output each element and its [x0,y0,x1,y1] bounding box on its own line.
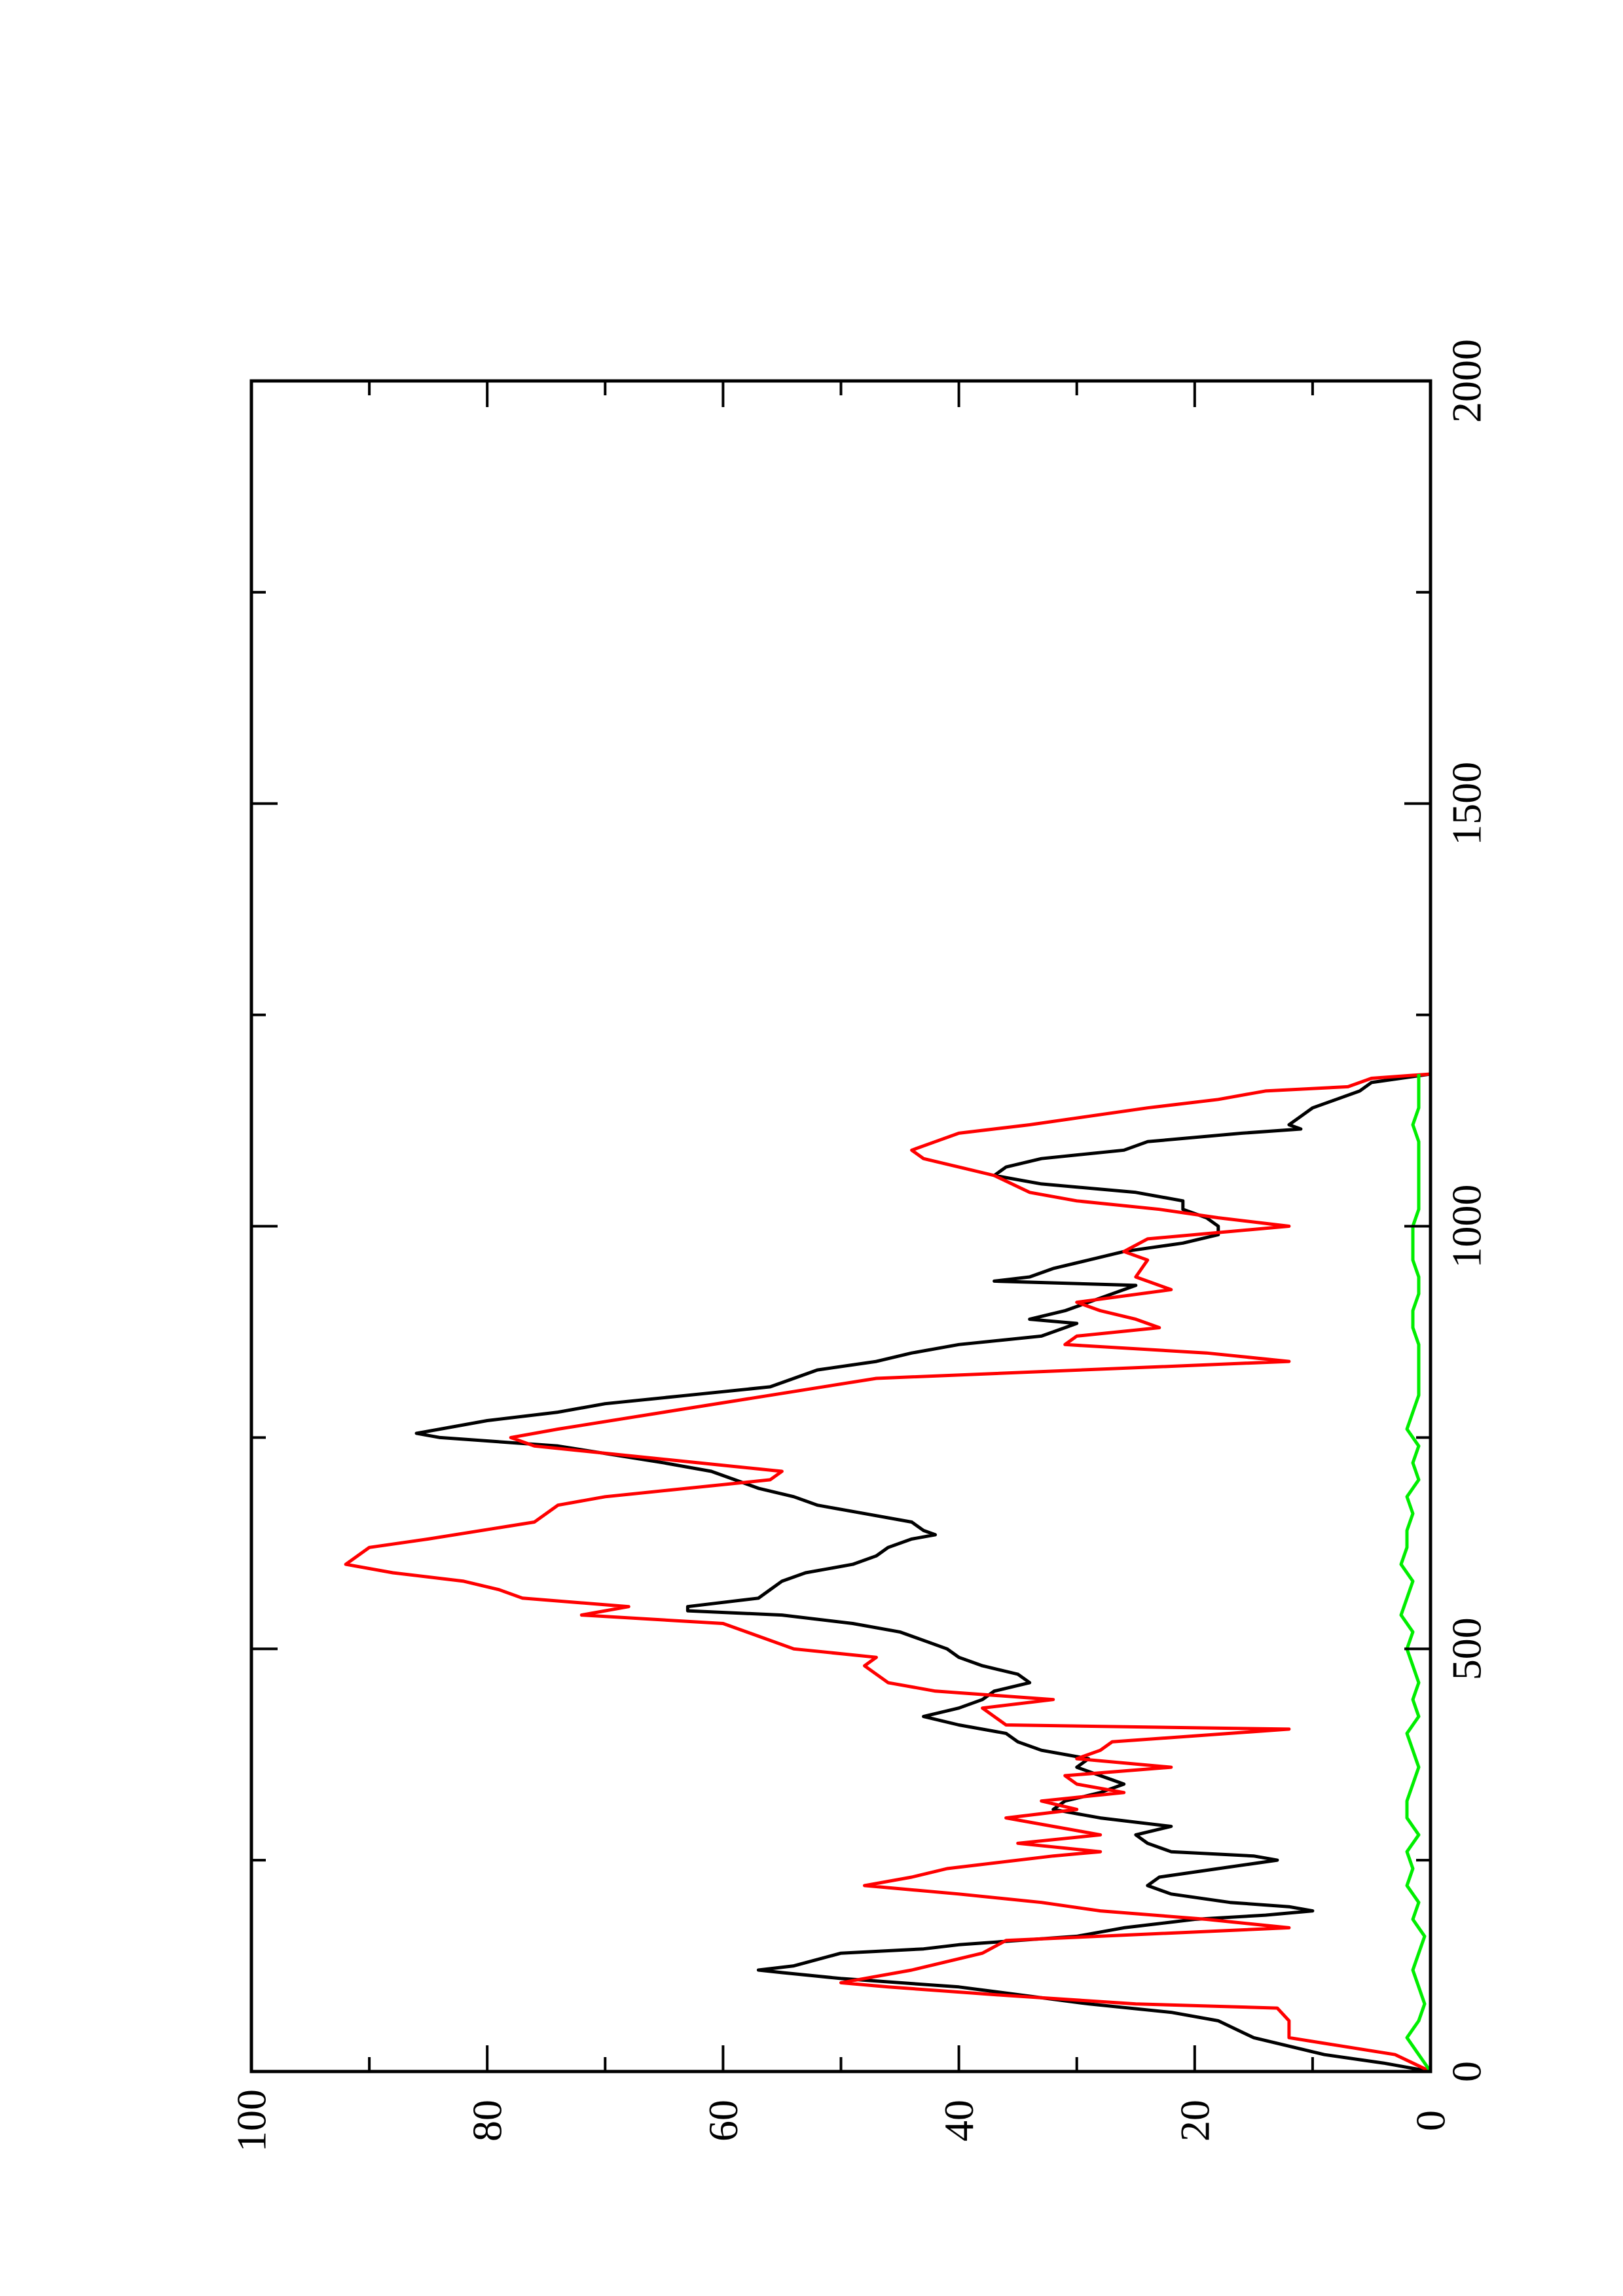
y-tick-label: 40 [936,2100,982,2142]
series-line-2 [344,1072,1432,2073]
x-tick-label: 0 [1444,2061,1490,2082]
series-line-3 [1399,1074,1432,2073]
series-layer [344,1072,1432,2073]
x-tick-label: 1500 [1444,762,1490,846]
y-tick-label: 80 [464,2100,511,2142]
y-tick-label: 60 [700,2100,746,2142]
y-tick-label: 0 [1408,2110,1454,2131]
x-tick-label: 2000 [1444,339,1490,423]
y-tick-label: 20 [1171,2100,1218,2142]
series-line-1 [414,1072,1431,2073]
y-tick-label: 100 [228,2089,275,2152]
x-tick-label: 1000 [1444,1185,1490,1268]
x-tick-label: 500 [1444,1617,1490,1680]
axis-layer: 0 500 1000 1500 2000 0 20 40 60 80 100 [228,339,1490,2152]
